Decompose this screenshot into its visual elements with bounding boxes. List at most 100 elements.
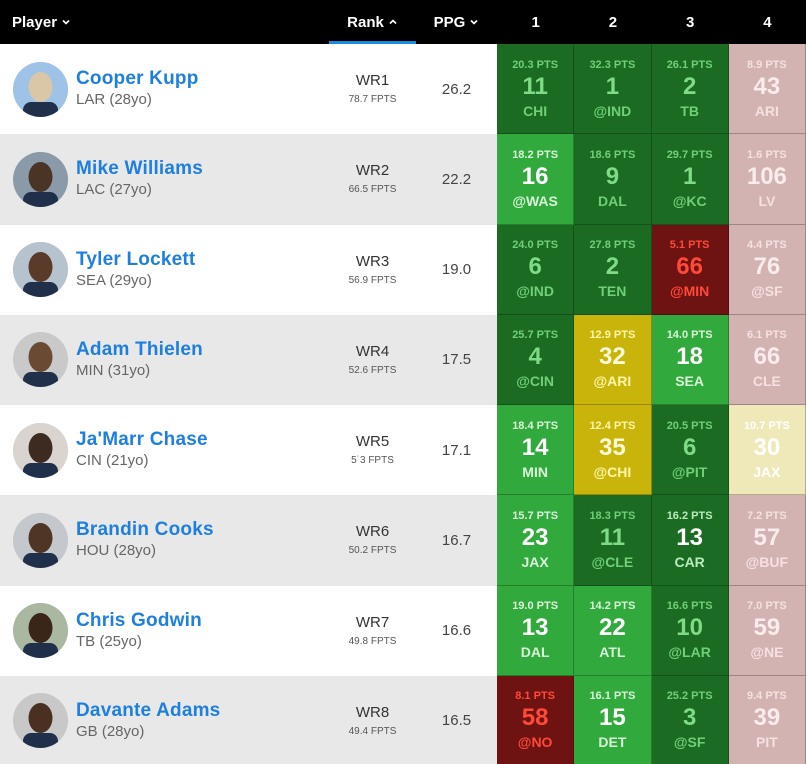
- week-1-column-header[interactable]: 1: [497, 0, 574, 44]
- matchup-rank: 43: [753, 72, 781, 100]
- matchup-points: 20.5 PTS: [666, 419, 713, 432]
- matchup-cell[interactable]: 19.0 PTS 13 DAL: [497, 585, 575, 676]
- player-name-link[interactable]: Brandin Cooks: [76, 519, 214, 541]
- player-name-link[interactable]: Chris Godwin: [76, 609, 202, 631]
- chevron-down-icon: [61, 17, 71, 27]
- matchup-cell[interactable]: 8.9 PTS 43 ARI: [728, 44, 806, 135]
- matchup-points: 27.8 PTS: [589, 239, 636, 252]
- matchup-opponent: SEA: [675, 373, 705, 390]
- matchup-cell[interactable]: 15.7 PTS 23 JAX: [497, 495, 575, 586]
- rank-column-header[interactable]: Rank: [329, 0, 416, 44]
- matchup-rank: 14: [521, 433, 549, 461]
- matchup-points: 18.6 PTS: [589, 148, 636, 161]
- matchup-points: 32.3 PTS: [589, 58, 636, 71]
- week-header-label: 1: [531, 13, 540, 31]
- matchup-rank: 30: [753, 433, 781, 461]
- matchup-cell[interactable]: 16.2 PTS 13 CAR: [651, 495, 729, 586]
- matchup-opponent: DAL: [520, 644, 550, 661]
- player-cell: Adam Thielen MIN (31yo): [0, 315, 329, 405]
- matchup-cell[interactable]: 7.2 PTS 57 @BUF: [728, 495, 806, 586]
- matchup-points: 20.3 PTS: [512, 58, 559, 71]
- player-column-header[interactable]: Player: [0, 0, 329, 44]
- ppg-header-label: PPG: [433, 13, 466, 31]
- avatar[interactable]: [13, 61, 68, 117]
- avatar[interactable]: [13, 332, 68, 388]
- rank-cell: WR3 56.9 FPTS: [329, 225, 416, 315]
- matchup-rank: 11: [599, 523, 626, 551]
- matchup-cell[interactable]: 12.9 PTS 32 @ARI: [574, 314, 652, 405]
- position-rank: WR5: [355, 433, 390, 451]
- matchup-points: 18.2 PTS: [512, 148, 559, 161]
- matchup-points: 16.2 PTS: [666, 509, 713, 522]
- player-name-link[interactable]: Davante Adams: [76, 699, 221, 721]
- ppg-value: 16.7: [441, 531, 472, 549]
- player-name-link[interactable]: Tyler Lockett: [76, 248, 196, 270]
- matchup-points: 6.1 PTS: [747, 329, 787, 342]
- matchup-cell[interactable]: 1.6 PTS 106 LV: [728, 134, 806, 225]
- matchup-cell[interactable]: 27.8 PTS 2 TEN: [574, 224, 652, 315]
- player-name-link[interactable]: Adam Thielen: [76, 338, 203, 360]
- matchup-cell[interactable]: 14.0 PTS 18 SEA: [651, 314, 729, 405]
- avatar[interactable]: [13, 693, 68, 749]
- ppg-column-header[interactable]: PPG: [416, 0, 497, 44]
- week-4-column-header[interactable]: 4: [729, 0, 806, 44]
- matchup-cell[interactable]: 16.6 PTS 10 @LAR: [651, 585, 729, 676]
- matchup-cell[interactable]: 25.2 PTS 3 @SF: [651, 675, 729, 764]
- player-cell: Brandin Cooks HOU (28yo): [0, 495, 329, 585]
- matchup-cell[interactable]: 9.4 PTS 39 PIT: [728, 675, 806, 764]
- matchup-cell[interactable]: 20.3 PTS 11 CHI: [497, 44, 575, 135]
- player-cell: Cooper Kupp LAR (28yo): [0, 44, 329, 134]
- matchup-points: 16.6 PTS: [666, 600, 713, 613]
- matchup-opponent: @PIT: [671, 463, 708, 480]
- matchup-cell[interactable]: 18.4 PTS 14 MIN: [497, 405, 575, 496]
- avatar[interactable]: [13, 422, 68, 478]
- player-name-link[interactable]: Mike Williams: [76, 158, 204, 180]
- matchup-opponent: @IND: [516, 283, 554, 300]
- matchup-points: 12.9 PTS: [589, 329, 636, 342]
- player-name-link[interactable]: Cooper Kupp: [76, 68, 199, 90]
- matchup-cell[interactable]: 4.4 PTS 76 @SF: [728, 224, 806, 315]
- matchup-cell[interactable]: 16.1 PTS 15 DET: [574, 675, 652, 764]
- player-team-age: GB (28yo): [76, 722, 145, 740]
- matchup-cell[interactable]: 18.2 PTS 16 @WAS: [497, 134, 575, 225]
- player-info: Cooper Kupp LAR (28yo): [76, 68, 199, 110]
- matchup-opponent: CAR: [674, 553, 705, 570]
- matchup-rank: 35: [599, 433, 626, 461]
- matchup-cell[interactable]: 14.2 PTS 22 ATL: [574, 585, 652, 676]
- avatar[interactable]: [13, 603, 68, 659]
- matchup-opponent: TEN: [598, 283, 627, 300]
- player-team-age: TB (25yo): [76, 632, 142, 650]
- rank-header-label: Rank: [347, 13, 384, 31]
- ppg-value: 17.1: [441, 441, 472, 459]
- matchup-cell[interactable]: 12.4 PTS 35 @CHI: [574, 405, 652, 496]
- matchup-cell[interactable]: 7.0 PTS 59 @NE: [728, 585, 806, 676]
- matchup-cell[interactable]: 18.6 PTS 9 DAL: [574, 134, 652, 225]
- player-name-link[interactable]: Ja'Marr Chase: [76, 429, 208, 451]
- avatar[interactable]: [13, 242, 68, 298]
- matchup-points: 14.2 PTS: [589, 600, 636, 613]
- matchup-opponent: @CIN: [516, 373, 554, 390]
- matchup-cell[interactable]: 5.1 PTS 66 @MIN: [651, 224, 729, 315]
- matchup-cell[interactable]: 20.5 PTS 6 @PIT: [651, 405, 729, 496]
- player-info: Ja'Marr Chase CIN (21yo): [76, 429, 208, 471]
- player-cell: Davante Adams GB (28yo): [0, 676, 329, 764]
- matchup-cell[interactable]: 24.0 PTS 6 @IND: [497, 224, 575, 315]
- matchup-cell[interactable]: 32.3 PTS 1 @IND: [574, 44, 652, 135]
- table-row: Adam Thielen MIN (31yo) WR4 52.6 FPTS 17.5 25…: [0, 314, 806, 405]
- matchup-cell[interactable]: 6.1 PTS 66 CLE: [728, 314, 806, 405]
- matchup-cell[interactable]: 26.1 PTS 2 TB: [651, 44, 729, 135]
- matchup-rank: 13: [521, 614, 549, 642]
- matchup-rank: 16: [521, 162, 549, 190]
- matchup-cell[interactable]: 18.3 PTS 11 @CLE: [574, 495, 652, 586]
- week-3-column-header[interactable]: 3: [652, 0, 729, 44]
- matchup-cell[interactable]: 8.1 PTS 58 @NO: [497, 675, 575, 764]
- matchup-points: 14.0 PTS: [666, 329, 713, 342]
- position-rank: WR1: [355, 72, 390, 90]
- matchup-rank: 13: [676, 523, 703, 551]
- matchup-cell[interactable]: 10.7 PTS 30 JAX: [728, 405, 806, 496]
- matchup-cell[interactable]: 29.7 PTS 1 @KC: [651, 134, 729, 225]
- avatar[interactable]: [13, 151, 68, 207]
- matchup-cell[interactable]: 25.7 PTS 4 @CIN: [497, 314, 575, 405]
- week-2-column-header[interactable]: 2: [574, 0, 651, 44]
- avatar[interactable]: [13, 512, 68, 568]
